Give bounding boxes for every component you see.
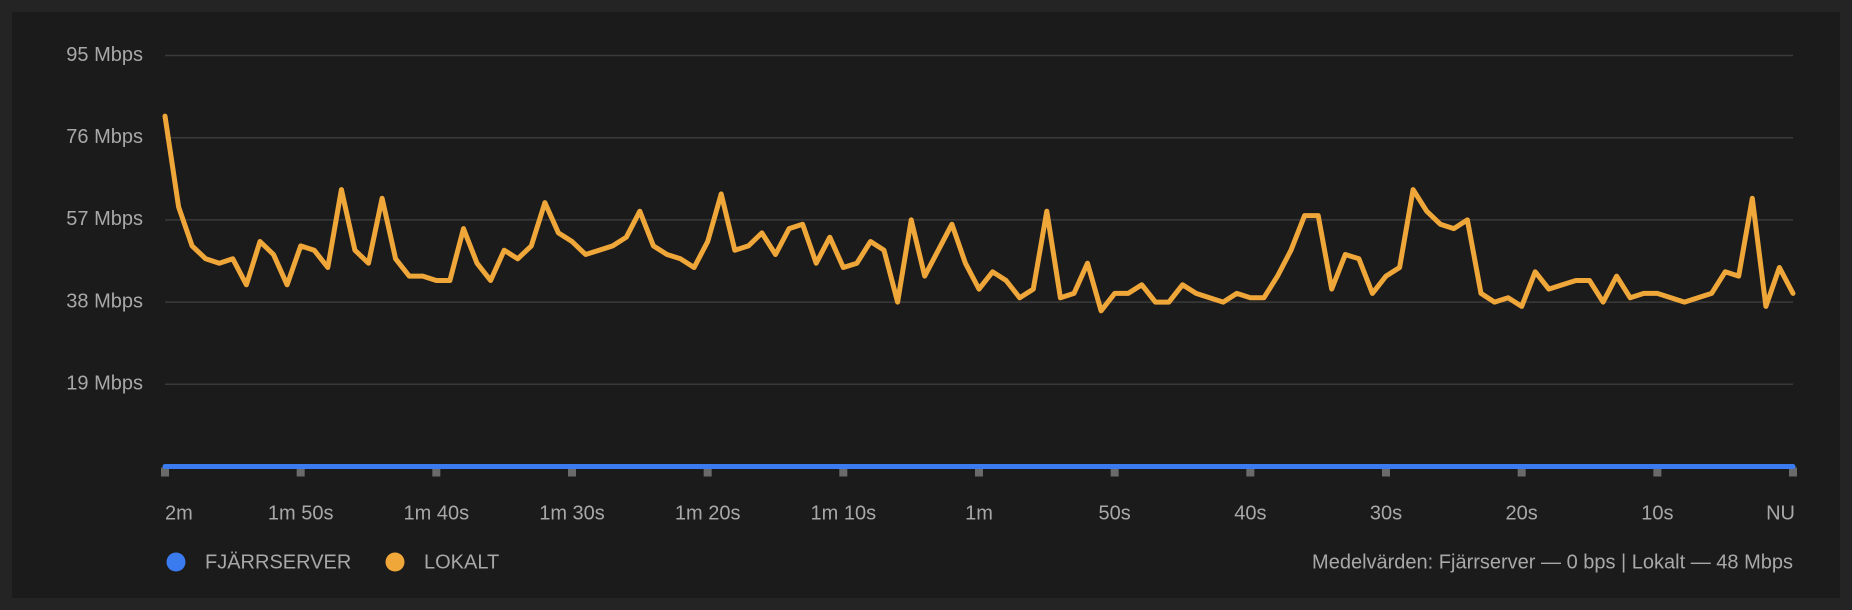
x-tick-label: 1m 10s xyxy=(811,502,877,524)
x-tick-label: 1m 40s xyxy=(404,502,470,524)
x-tick-mark xyxy=(703,467,712,477)
legend-swatch xyxy=(166,552,186,572)
x-tick-label: 1m xyxy=(965,502,993,524)
panel xyxy=(12,12,1840,598)
x-tick-mark xyxy=(839,467,848,477)
x-tick-mark xyxy=(1246,467,1255,477)
x-tick-mark xyxy=(1110,467,1119,477)
y-tick-label: 19 Mbps xyxy=(66,373,143,395)
x-tick-label: 1m 50s xyxy=(268,502,334,524)
x-tick-mark xyxy=(161,467,169,477)
x-tick-mark xyxy=(1653,467,1662,477)
x-tick-mark xyxy=(568,467,576,477)
x-tick-mark xyxy=(1789,467,1797,477)
y-tick-label: 38 Mbps xyxy=(66,290,143,312)
x-tick-label: 1m 30s xyxy=(539,502,605,524)
footer-averages: Medelvärden: Fjärrserver — 0 bps | Lokal… xyxy=(1312,551,1793,573)
x-tick-label: 30s xyxy=(1370,502,1402,524)
x-tick-label: 20s xyxy=(1506,502,1538,524)
series-line xyxy=(162,113,1796,314)
y-tick-label: 76 Mbps xyxy=(66,126,143,148)
x-tick-label: NU xyxy=(1766,502,1795,524)
x-tick-label: 2m xyxy=(165,502,193,524)
y-tick-label: 57 Mbps xyxy=(66,208,143,230)
x-tick-mark xyxy=(432,467,441,477)
legend-label: LOKALT xyxy=(424,551,499,573)
legend-label: FJÄRRSERVER xyxy=(205,551,351,573)
y-tick-label: 95 Mbps xyxy=(66,44,143,66)
x-tick-mark xyxy=(1382,467,1390,477)
x-tick-label: 10s xyxy=(1641,502,1673,524)
x-tick-mark xyxy=(1517,467,1526,477)
x-tick-label: 50s xyxy=(1099,502,1131,524)
legend-swatch xyxy=(385,552,405,572)
x-tick-label: 1m 20s xyxy=(675,502,741,524)
x-tick-label: 40s xyxy=(1234,502,1266,524)
x-tick-mark xyxy=(296,467,305,477)
x-tick-mark xyxy=(975,467,983,477)
